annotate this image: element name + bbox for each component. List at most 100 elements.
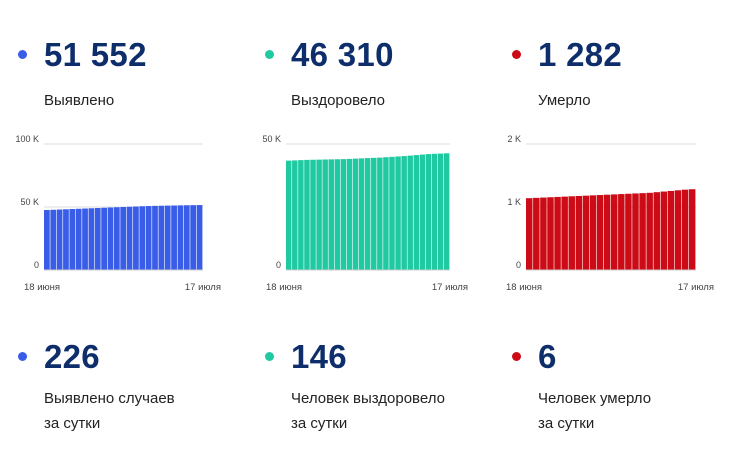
y-tick-label: 0: [276, 260, 281, 270]
bar: [568, 196, 575, 270]
bar: [413, 155, 420, 270]
x-tick-label-start: 18 июня: [266, 282, 302, 293]
bar: [383, 157, 389, 270]
bar: [316, 159, 322, 270]
bar: [107, 207, 114, 270]
bar: [688, 189, 696, 270]
y-tick-label: 0: [516, 260, 521, 270]
recovered-daily-value: 146: [291, 338, 347, 375]
x-tick-label-start: 18 июня: [24, 282, 60, 293]
y-tick-label: 1 K: [507, 197, 521, 207]
bar: [171, 205, 177, 270]
bar: [681, 189, 689, 270]
bar: [377, 157, 383, 270]
bar: [120, 207, 127, 270]
bar: [88, 208, 95, 270]
chart-detected: 0 50 K 100 K 18 июня 17 июля: [15, 134, 221, 293]
detected-dot-icon: [18, 50, 27, 59]
bar: [596, 195, 604, 270]
bar: [346, 158, 353, 270]
y-tick-label: 100 K: [15, 134, 39, 144]
recovered-daily-dot-icon: [265, 352, 274, 361]
bar: [582, 195, 590, 270]
y-tick-label: 0: [34, 260, 39, 270]
died-total: 1 282: [538, 36, 623, 73]
bar: [653, 192, 660, 270]
bar: [82, 208, 88, 270]
bar: [113, 207, 120, 270]
recovered-daily-label-line1: Человек выздоровело: [291, 390, 445, 407]
detected-daily-label-line2: за сутки: [44, 415, 101, 432]
bar: [286, 160, 292, 270]
bar: [589, 195, 597, 270]
bar: [183, 205, 190, 270]
bar: [611, 194, 618, 270]
bar: [310, 159, 316, 270]
bar: [50, 209, 57, 270]
recovered-label: Выздоровело: [291, 92, 386, 109]
bar: [358, 158, 365, 270]
bar: [371, 157, 377, 270]
bar: [389, 156, 395, 270]
bar: [94, 208, 101, 270]
recovered-daily-label-line2: за сутки: [291, 415, 348, 432]
bar: [395, 156, 401, 270]
bar: [618, 194, 625, 270]
bar: [152, 205, 158, 270]
stat-recovered-daily: 146 Человек выздоровело за сутки: [265, 338, 485, 438]
detected-label: Выявлено: [44, 92, 115, 109]
bar: [352, 158, 359, 270]
bar: [158, 205, 165, 270]
chart-died: 0 1 K 2 K 18 июня 17 июля: [506, 134, 714, 293]
detected-daily-label-line1: Выявлено случаев: [44, 390, 175, 407]
bar: [56, 209, 63, 270]
bar: [69, 209, 76, 270]
bar: [561, 196, 568, 270]
bar: [674, 190, 682, 270]
bar: [419, 154, 426, 270]
bar: [292, 160, 298, 270]
bar: [425, 154, 432, 270]
bar: [407, 155, 413, 270]
stat-recovered: 46 310 Выздоровело: [265, 36, 485, 116]
bar: [443, 153, 450, 270]
bar: [322, 159, 328, 270]
bar: [625, 193, 632, 270]
died-label: Умерло: [538, 92, 591, 109]
bar: [632, 193, 639, 270]
chart-recovered: 0 50 K 18 июня 17 июля: [262, 134, 468, 293]
bar: [533, 197, 540, 270]
stat-died: 1 282 Умерло: [512, 36, 732, 116]
bar: [540, 197, 547, 270]
bar: [139, 206, 146, 270]
bar: [575, 195, 583, 270]
detected-total: 51 552: [44, 36, 147, 73]
bar: [646, 192, 653, 270]
bar: [164, 205, 171, 270]
bar: [328, 159, 334, 270]
died-daily-label-line1: Человек умерло: [538, 390, 652, 407]
recovered-dot-icon: [265, 50, 274, 59]
bar: [177, 205, 184, 270]
died-daily-dot-icon: [512, 352, 521, 361]
bar: [63, 209, 69, 270]
died-daily-label-line2: за сутки: [538, 415, 595, 432]
y-tick-label: 50 K: [20, 197, 39, 207]
x-tick-label-start: 18 июня: [506, 282, 542, 293]
bar: [298, 160, 304, 270]
bar: [196, 205, 203, 270]
died-dot-icon: [512, 50, 521, 59]
stat-detected: 51 552 Выявлено: [18, 36, 238, 116]
detected-daily-value: 226: [44, 338, 100, 375]
bar: [304, 159, 310, 270]
bar: [526, 198, 533, 270]
x-tick-label-end: 17 июля: [432, 282, 468, 293]
stat-detected-daily: 226 Выявлено случаев за сутки: [18, 338, 238, 438]
bar: [101, 207, 107, 270]
x-tick-label-end: 17 июля: [678, 282, 714, 293]
bar: [133, 206, 139, 270]
x-tick-label-end: 17 июля: [185, 282, 221, 293]
bar: [639, 193, 646, 270]
bar: [44, 210, 50, 270]
bar: [364, 158, 371, 270]
